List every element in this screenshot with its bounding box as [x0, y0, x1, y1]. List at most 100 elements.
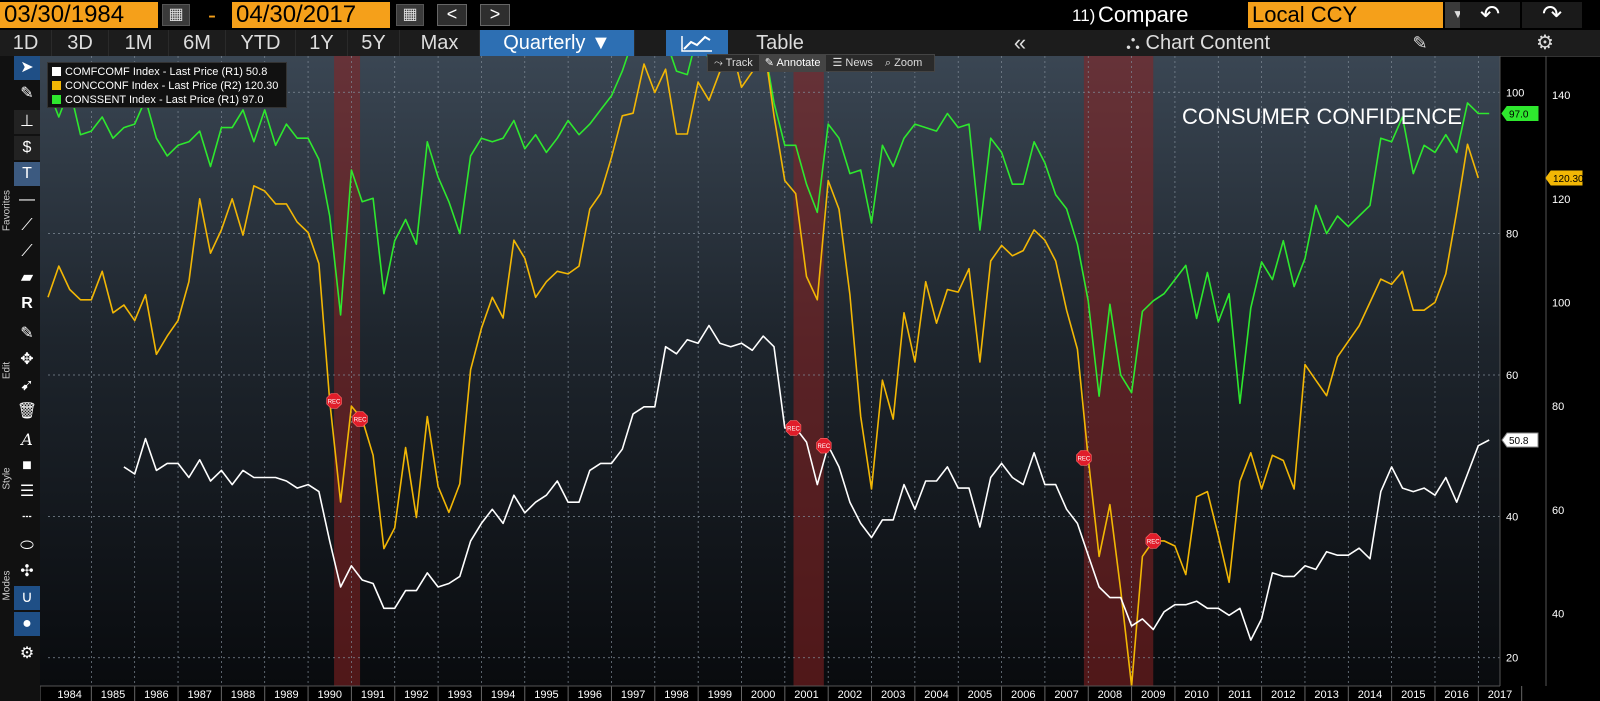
- lasso-icon[interactable]: ⬭: [20, 537, 34, 554]
- zoom-button[interactable]: ⌕ Zoom: [884, 57, 923, 69]
- end-calendar-icon[interactable]: ▦: [396, 4, 424, 26]
- x-tick-label: 2006: [1011, 689, 1035, 701]
- r1-tick-label: 60: [1506, 370, 1518, 382]
- x-tick-label: 2004: [924, 689, 948, 701]
- table-view-button[interactable]: Table: [756, 32, 804, 54]
- recession-marker-label: REC: [1147, 539, 1160, 545]
- period-ytd[interactable]: YTD: [226, 30, 296, 56]
- period-1m[interactable]: 1M: [109, 30, 169, 56]
- period-5y[interactable]: 5Y: [348, 30, 400, 56]
- retracement-icon[interactable]: R: [21, 295, 33, 312]
- recession-marker[interactable]: REC: [785, 420, 802, 436]
- last-value-tag-comfcomf: 50.8: [1501, 432, 1539, 448]
- pointer-icon[interactable]: ➤: [14, 56, 40, 80]
- x-tick-label: 2005: [968, 689, 992, 701]
- undo-icon[interactable]: ↶: [1460, 2, 1520, 28]
- legend-item-conssent[interactable]: CONSSENT Index - Last Price (R1) 97.0: [52, 93, 282, 107]
- track-button[interactable]: ⤳ Track: [714, 57, 753, 69]
- recession-marker[interactable]: REC: [352, 411, 368, 427]
- edit-chart-icon[interactable]: ✎: [1412, 33, 1428, 53]
- last-value-tag-text: 120.30: [1553, 174, 1584, 185]
- chart-content-icon: ⛬: [1125, 32, 1140, 54]
- x-tick-label: 2017: [1488, 689, 1512, 701]
- trend-line-icon[interactable]: ⟋: [21, 217, 33, 234]
- currency-select[interactable]: Local CCY: [1248, 2, 1443, 28]
- font-style-icon[interactable]: A: [21, 430, 33, 449]
- pen-tool-icon[interactable]: ✎: [20, 85, 34, 102]
- x-tick-label: 2010: [1184, 689, 1208, 701]
- x-tick-label: 2007: [1054, 689, 1078, 701]
- start-date-field[interactable]: 03/30/1984: [0, 2, 158, 28]
- chart-title: CONSUMER CONFIDENCE: [1182, 104, 1462, 129]
- chart-legend[interactable]: COMFCOMF Index - Last Price (R1) 50.8 CO…: [47, 62, 287, 108]
- period-quarterly-select[interactable]: Quarterly ▼: [480, 30, 635, 56]
- x-tick-label: 1990: [317, 689, 341, 701]
- x-tick-label: 1994: [491, 689, 515, 701]
- period-max[interactable]: Max: [400, 30, 480, 56]
- move-icon[interactable]: ✥: [20, 351, 34, 368]
- x-tick-label: 2000: [751, 689, 775, 701]
- chart-area[interactable]: REC REC REC REC REC REC 1984 1985 1986 1987 1988 1…: [40, 56, 1600, 701]
- x-tick-label: 2016: [1444, 689, 1468, 701]
- prev-period-button[interactable]: <: [437, 4, 467, 26]
- trash-icon[interactable]: 🗑: [16, 403, 38, 420]
- color-mode-icon[interactable]: ●: [14, 612, 40, 636]
- recession-marker[interactable]: REC: [1145, 533, 1161, 549]
- legend-item-concconf[interactable]: CONCCONF Index - Last Price (R2) 120.30: [52, 79, 282, 93]
- period-6m[interactable]: 6M: [169, 30, 226, 56]
- x-tick-label: 2015: [1401, 689, 1425, 701]
- legend-value: 50.8: [245, 66, 268, 78]
- crosshair-mode-icon[interactable]: ✣: [20, 563, 34, 580]
- style-section-label: Style: [1, 467, 13, 490]
- date-separator: -: [208, 2, 216, 29]
- legend-item-comfcomf[interactable]: COMFCOMF Index - Last Price (R1) 50.8: [52, 65, 282, 79]
- text-tool-icon[interactable]: T: [14, 162, 40, 186]
- legend-value: 97.0: [242, 94, 264, 106]
- next-period-button[interactable]: >: [480, 4, 510, 26]
- x-tick-label: 1996: [578, 689, 602, 701]
- recession-marker[interactable]: REC: [816, 437, 832, 454]
- chart-content-button[interactable]: ⛬ Chart Content: [1068, 30, 1328, 56]
- horizontal-line-icon[interactable]: —: [19, 191, 35, 208]
- compare-label[interactable]: Compare: [1098, 2, 1189, 27]
- price-measure-icon[interactable]: $: [14, 136, 40, 160]
- fill-color-icon[interactable]: ■: [22, 457, 32, 474]
- period-3d[interactable]: 3D: [52, 30, 109, 56]
- end-date-field[interactable]: 04/30/2017: [232, 2, 390, 28]
- recession-marker[interactable]: REC: [326, 393, 342, 409]
- x-tick-label: 2011: [1228, 689, 1252, 701]
- last-value-tag-text: 50.8: [1509, 436, 1529, 447]
- toolbar-settings-icon[interactable]: ⚙: [19, 645, 35, 662]
- chart-view-button[interactable]: [666, 30, 728, 56]
- percent-measure-icon[interactable]: ⊥: [14, 110, 40, 134]
- recession-marker-shape: [326, 393, 342, 409]
- x-tick-label: 1987: [187, 689, 211, 701]
- period-1d[interactable]: 1D: [0, 30, 52, 56]
- r2-tick-label: 100: [1552, 297, 1570, 309]
- start-calendar-icon[interactable]: ▦: [162, 4, 190, 26]
- r1-tick-label: 100: [1506, 87, 1524, 99]
- recession-marker[interactable]: REC: [1076, 450, 1092, 466]
- redo-icon[interactable]: ↷: [1522, 2, 1582, 28]
- x-tick-label: 1997: [621, 689, 645, 701]
- news-button[interactable]: ☰ News: [832, 57, 873, 69]
- x-tick-label: 1986: [144, 689, 168, 701]
- collapse-icon[interactable]: «: [1013, 30, 1027, 55]
- period-1y[interactable]: 1Y: [296, 30, 348, 56]
- line-style-icon[interactable]: ┄: [22, 509, 32, 526]
- legend-swatch: [52, 81, 61, 90]
- magnet-icon[interactable]: ∪: [14, 586, 40, 610]
- annotate-button[interactable]: ✎ Annotate: [758, 55, 827, 71]
- x-tick-label: 2001: [794, 689, 818, 701]
- select-add-icon[interactable]: ➹: [20, 377, 34, 394]
- recession-marker-shape: [816, 437, 832, 454]
- x-tick-label: 1984: [57, 689, 81, 701]
- line-weight-icon[interactable]: ☰: [19, 483, 35, 500]
- chart-content-label: Chart Content: [1145, 32, 1271, 54]
- r2-tick-label: 80: [1552, 401, 1564, 413]
- ray-line-icon[interactable]: ⟋: [21, 243, 33, 260]
- r1-tick-label: 40: [1506, 511, 1518, 523]
- channel-icon[interactable]: ▰: [20, 269, 34, 286]
- settings-gear-icon[interactable]: ⚙: [1536, 32, 1554, 54]
- draw-edit-icon[interactable]: ✎: [20, 325, 34, 342]
